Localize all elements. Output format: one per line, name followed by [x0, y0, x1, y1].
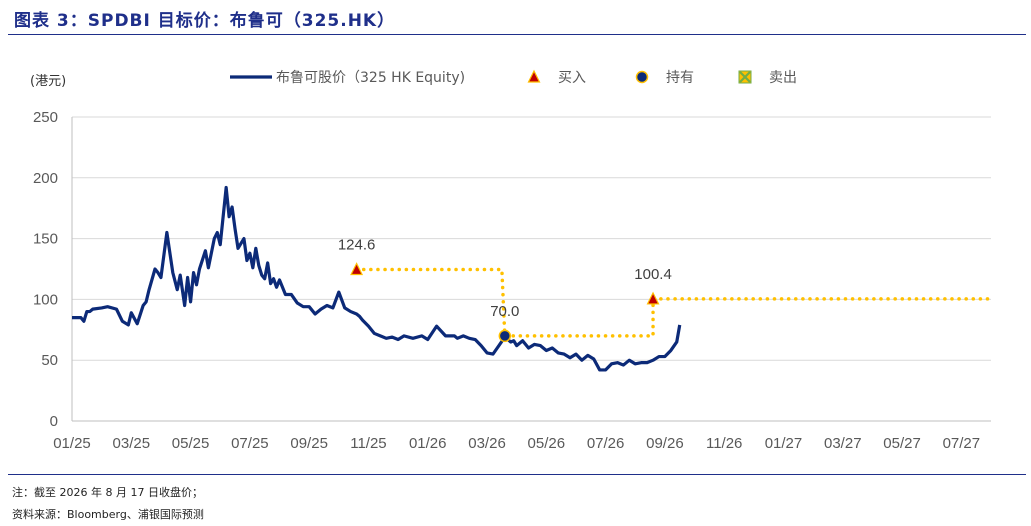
y-tick-labels: 0 50 100 150 200 250: [33, 109, 58, 430]
source-note: 资料来源：Bloomberg、浦银国际预测: [12, 508, 204, 521]
y-tick-label: 250: [33, 109, 58, 126]
target-price-line: [354, 267, 993, 338]
legend: 布鲁可股价（325 HK Equity) 买入 持有 卖出: [230, 69, 797, 86]
triangle-icon: [527, 69, 541, 83]
y-axis-label: (港元): [30, 74, 66, 89]
legend-item: 买入: [527, 69, 586, 86]
target-price-label: 100.4: [634, 266, 672, 283]
circle-icon: [635, 70, 649, 84]
legend-label: 买入: [558, 70, 586, 86]
legend-item: 布鲁可股价（325 HK Equity): [230, 70, 465, 86]
x-tick-labels: 01/25 03/25 05/25 07/25 09/25 11/25 01/26 03/26…: [53, 435, 980, 452]
x-tick-label: 09/26: [646, 435, 684, 452]
chart-title: 图表 3：SPDBI 目标价：布鲁可（325.HK）: [14, 11, 396, 31]
hold-marker: [498, 329, 512, 343]
buy-marker: [646, 291, 660, 305]
y-tick-label: 100: [33, 291, 58, 308]
footnote: 注：截至 2026 年 8 月 17 日收盘价；: [12, 486, 203, 499]
legend-label: 布鲁可股价（325 HK Equity): [276, 70, 465, 86]
y-tick-label: 200: [33, 170, 58, 187]
y-tick-label: 50: [41, 352, 58, 369]
legend-item: 持有: [635, 70, 694, 86]
x-tick-label: 05/27: [883, 435, 921, 452]
grid-lines: [72, 116, 991, 361]
price-series: [72, 185, 682, 372]
buy-marker: [350, 262, 364, 276]
x-mark: [739, 71, 751, 83]
x-tick-label: 07/26: [587, 435, 625, 452]
target-price-label: 124.6: [338, 236, 376, 253]
x-tick-label: 03/25: [113, 435, 151, 452]
y-tick-label: 150: [33, 231, 58, 248]
x-tick-label: 11/26: [706, 435, 742, 452]
legend-label: 持有: [666, 70, 694, 86]
footer-divider: [8, 474, 1026, 475]
x-tick-label: 01/26: [409, 435, 447, 452]
x-tick-label: 05/26: [528, 435, 566, 452]
target-price-label: 70.0: [490, 303, 519, 320]
x-tick-label: 11/25: [350, 435, 386, 452]
target-price-path: [354, 267, 993, 338]
x-tick-label: 07/25: [231, 435, 269, 452]
axes: [71, 117, 991, 422]
price-line: [72, 185, 682, 372]
legend-item: 卖出: [738, 70, 797, 86]
legend-label: 卖出: [769, 70, 797, 86]
x-tick-label: 07/27: [943, 435, 981, 452]
x-tick-label: 05/25: [172, 435, 210, 452]
x-tick-label: 03/26: [468, 435, 506, 452]
x-tick-label: 09/25: [290, 435, 328, 452]
rating-markers: 124.6 70.0 100.4: [338, 236, 672, 343]
title-divider: [8, 34, 1026, 35]
x-tick-label: 01/25: [53, 435, 91, 452]
y-tick-label: 0: [50, 413, 58, 430]
x-tick-label: 01/27: [765, 435, 803, 452]
x-tick-label: 03/27: [824, 435, 862, 452]
